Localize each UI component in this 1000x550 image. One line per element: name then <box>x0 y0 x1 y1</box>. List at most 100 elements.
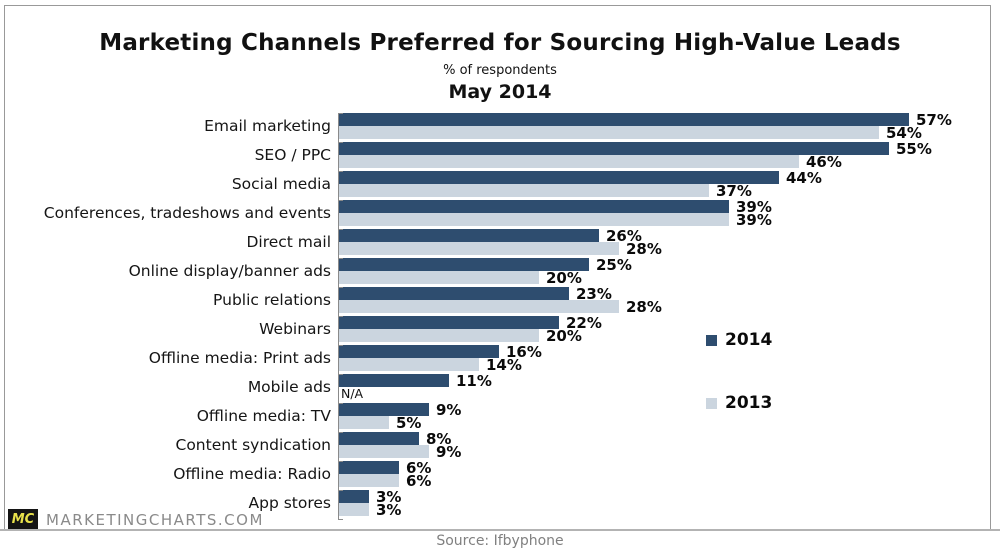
category-label: Email marketing <box>204 117 331 135</box>
bar-2013 <box>339 503 369 516</box>
bar-group: 39% 39% <box>338 197 772 229</box>
axis-tick <box>338 345 343 346</box>
bar-line-2014: 57% <box>339 110 952 129</box>
chart-row: Offline media: Print ads 16% 14% <box>0 342 1000 374</box>
bar-line-2014: 25% <box>339 255 632 274</box>
bar-2013 <box>339 416 389 429</box>
axis-tick <box>338 403 343 404</box>
value-label-2013: 3% <box>376 500 402 519</box>
bar-2013 <box>339 329 539 342</box>
chart-row: Offline media: TV 9% 5% <box>0 401 1000 432</box>
bar-line-2013: 9% <box>339 442 462 461</box>
bar-line-2014: 8% <box>339 430 461 448</box>
category-label: Public relations <box>213 291 331 309</box>
axis-tick <box>338 316 343 317</box>
bar-line-2014: 44% <box>339 169 822 187</box>
category-label: Offline media: Radio <box>173 465 331 483</box>
category-label: Offline media: TV <box>196 407 331 425</box>
bar-line-2013: 39% <box>339 210 772 229</box>
bar-line-2013: 6% <box>339 471 432 490</box>
bar-group: 11% N/A <box>338 371 492 403</box>
bar-line-2013: N/A <box>339 386 492 401</box>
bar-2014 <box>339 432 419 445</box>
category-label: Social media <box>231 175 331 193</box>
bar-line-2014: 9% <box>339 401 461 419</box>
bar-line-2013: 28% <box>339 239 662 258</box>
bar-2014 <box>339 258 589 271</box>
bar-2014 <box>339 113 909 126</box>
chart-period-label: May 2014 <box>448 81 552 103</box>
value-label-2013: 37% <box>716 181 752 200</box>
legend-swatch-2014 <box>706 334 717 346</box>
bar-2013 <box>339 213 729 226</box>
bar-line-2013: 20% <box>339 268 632 287</box>
legend-label-2014: 2014 <box>725 330 773 350</box>
bar-line-2014: 26% <box>339 227 662 245</box>
chart-row: Webinars 22% 20% <box>0 314 1000 345</box>
chart-row: Direct mail 26% 28% <box>0 227 1000 258</box>
axis-tick <box>338 490 343 491</box>
value-label-2013: 6% <box>406 471 432 490</box>
value-label-2013: 46% <box>806 152 842 171</box>
value-label-2014: 39% <box>736 197 772 216</box>
plot-rows: Email marketing 57% 54% SEO / PPC 55% 46% Soci… <box>0 110 1000 519</box>
value-label-2014: 23% <box>576 284 612 303</box>
value-label-2013: 5% <box>396 413 422 432</box>
value-label-2014: 55% <box>896 139 932 158</box>
bar-2013 <box>339 184 709 197</box>
value-label-2014: 16% <box>506 342 542 361</box>
bar-2013 <box>339 445 429 458</box>
axis-tick <box>338 287 343 288</box>
value-label-2014: 57% <box>916 110 952 129</box>
chart-frame-border <box>4 5 991 530</box>
bar-2013 <box>339 358 479 371</box>
bar-2014 <box>339 345 499 358</box>
bar-line-2013: 14% <box>339 355 542 374</box>
value-label-2013: 20% <box>546 268 582 287</box>
bar-2013 <box>339 300 619 313</box>
axis-tick <box>338 171 343 172</box>
axis-tick <box>338 519 343 520</box>
chart-row: Public relations 23% 28% <box>0 284 1000 316</box>
category-label: Mobile ads <box>247 378 331 396</box>
bar-line-2013: 3% <box>339 500 402 519</box>
bar-group: 23% 28% <box>338 284 662 316</box>
bar-2013 <box>339 155 799 168</box>
bar-group: 26% 28% <box>338 227 662 258</box>
legend-item-2014: 2014 <box>706 330 772 350</box>
bar-2014 <box>339 142 889 155</box>
bar-group: 57% 54% <box>338 110 952 142</box>
bar-group: 22% 20% <box>338 314 602 345</box>
chart-row: App stores 3% 3% <box>0 488 1000 519</box>
value-label-2013: 39% <box>736 210 772 229</box>
bar-line-2013: 37% <box>339 181 822 200</box>
bar-line-2014: 22% <box>339 314 602 332</box>
value-label-2013: 28% <box>626 297 662 316</box>
value-label-2014: 11% <box>456 371 492 390</box>
chart-row: Content syndication 8% 9% <box>0 430 1000 461</box>
category-label: Conferences, tradeshows and events <box>43 204 331 222</box>
legend-item-2013: 2013 <box>706 393 772 413</box>
bar-line-2013: 20% <box>339 327 602 345</box>
chart-row: SEO / PPC 55% 46% <box>0 139 1000 171</box>
na-label: N/A <box>341 386 364 401</box>
axis-tick <box>338 229 343 230</box>
value-label-2014: 25% <box>596 255 632 274</box>
marketingcharts-brand-text: MARKETINGCHARTS.COM <box>46 511 264 529</box>
bar-2013 <box>339 271 539 284</box>
bar-2014 <box>339 171 779 184</box>
value-label-2013: 28% <box>626 239 662 258</box>
bar-group: 16% 14% <box>338 342 542 374</box>
category-label: Webinars <box>259 320 331 338</box>
bar-group: 8% 9% <box>338 430 462 461</box>
bar-group: 44% 37% <box>338 169 822 200</box>
category-label: App stores <box>248 494 332 512</box>
value-label-2013: 9% <box>436 442 462 461</box>
category-label: Offline media: Print ads <box>148 349 331 367</box>
axis-tick <box>338 258 343 259</box>
bar-2014 <box>339 200 729 213</box>
bar-2013 <box>339 474 399 487</box>
bar-2014 <box>339 229 599 242</box>
value-label-2013: 14% <box>486 355 522 374</box>
